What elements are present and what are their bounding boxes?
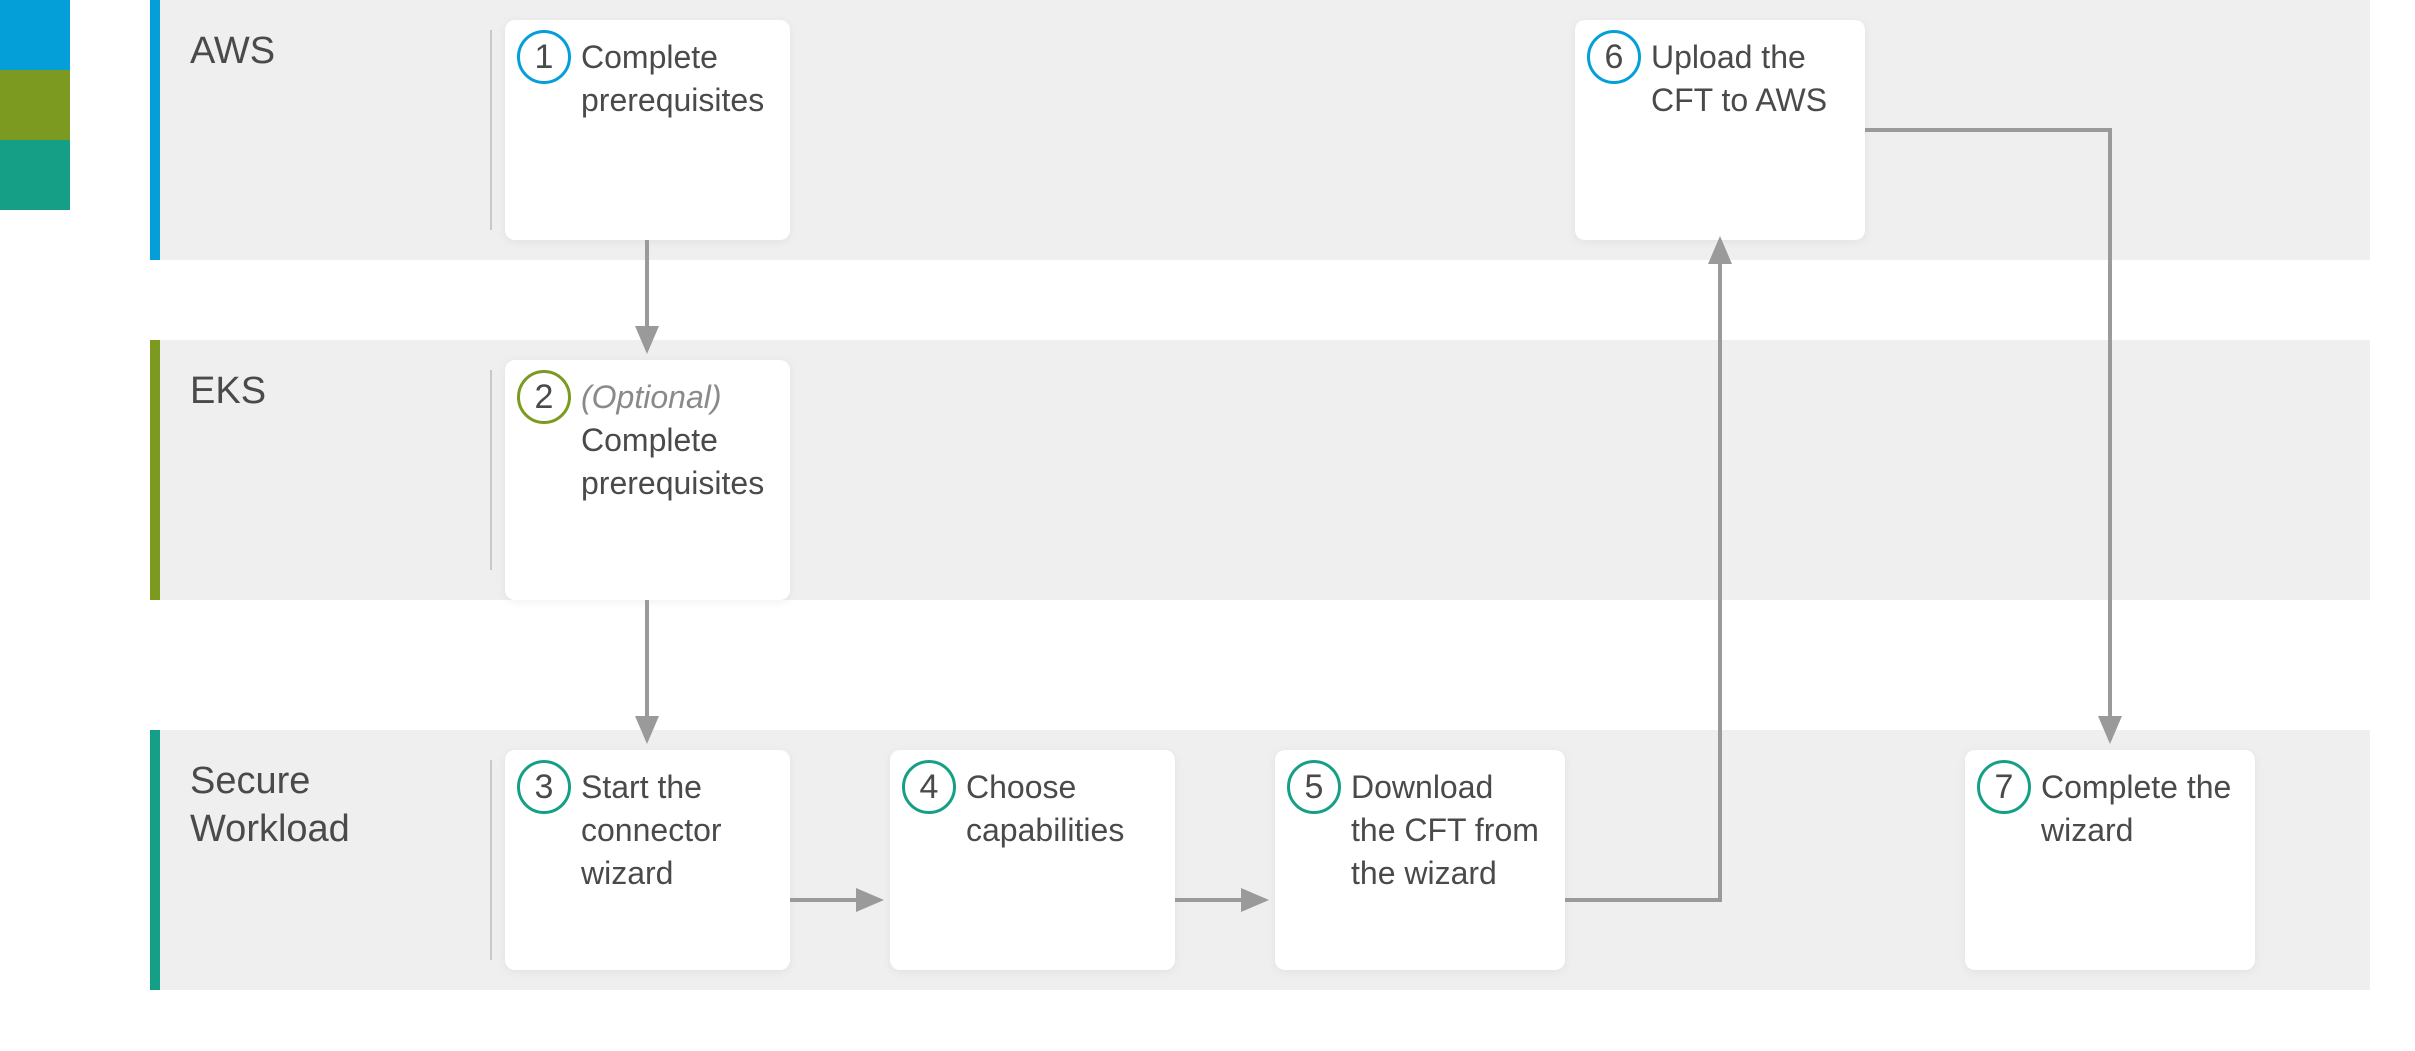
- step-text-5: Download the CFT from the wizard: [1351, 766, 1545, 896]
- lane-aws: AWS: [150, 0, 2370, 260]
- step-number-5: 5: [1287, 760, 1341, 814]
- lane-divider: [490, 30, 492, 230]
- step-number-2: 2: [517, 370, 571, 424]
- step-card-4: 4 Choose capabilities: [890, 750, 1175, 970]
- step-card-1: 1 Complete prerequisites: [505, 20, 790, 240]
- step-card-5: 5 Download the CFT from the wizard: [1275, 750, 1565, 970]
- step-text-6: Upload the CFT to AWS: [1651, 36, 1845, 122]
- lane-aws-bg: [150, 0, 2370, 260]
- lane-aws-accent: [150, 0, 160, 260]
- step-text-2: (Optional) Complete prerequisites: [581, 376, 770, 506]
- step-text-3: Start the connector wizard: [581, 766, 770, 896]
- step-number-6: 6: [1587, 30, 1641, 84]
- step-number-4: 4: [902, 760, 956, 814]
- legend-square-eks: [0, 70, 70, 140]
- step-number-1: 1: [517, 30, 571, 84]
- step-optional-2: (Optional): [581, 379, 722, 415]
- lane-secure-label: SecureWorkload: [190, 758, 350, 853]
- step-card-7: 7 Complete the wizard: [1965, 750, 2255, 970]
- step-text-1: Complete prerequisites: [581, 36, 770, 122]
- legend-square-secure: [0, 140, 70, 210]
- step-number-7: 7: [1977, 760, 2031, 814]
- lane-eks: EKS: [150, 340, 2370, 600]
- step-text-2-main: Complete prerequisites: [581, 422, 764, 501]
- step-text-7: Complete the wizard: [2041, 766, 2235, 852]
- lane-secure-accent: [150, 730, 160, 990]
- step-text-4: Choose capabilities: [966, 766, 1155, 852]
- lane-divider: [490, 370, 492, 570]
- step-number-3: 3: [517, 760, 571, 814]
- flowchart-canvas: AWS EKS SecureWorkload 1 Complete prereq…: [0, 0, 2415, 1051]
- step-card-3: 3 Start the connector wizard: [505, 750, 790, 970]
- lane-divider: [490, 760, 492, 960]
- legend-square-aws: [0, 0, 70, 70]
- step-card-6: 6 Upload the CFT to AWS: [1575, 20, 1865, 240]
- step-card-2: 2 (Optional) Complete prerequisites: [505, 360, 790, 600]
- lane-eks-bg: [150, 340, 2370, 600]
- lane-eks-accent: [150, 340, 160, 600]
- lane-eks-label: EKS: [190, 368, 266, 416]
- lane-aws-label: AWS: [190, 28, 275, 76]
